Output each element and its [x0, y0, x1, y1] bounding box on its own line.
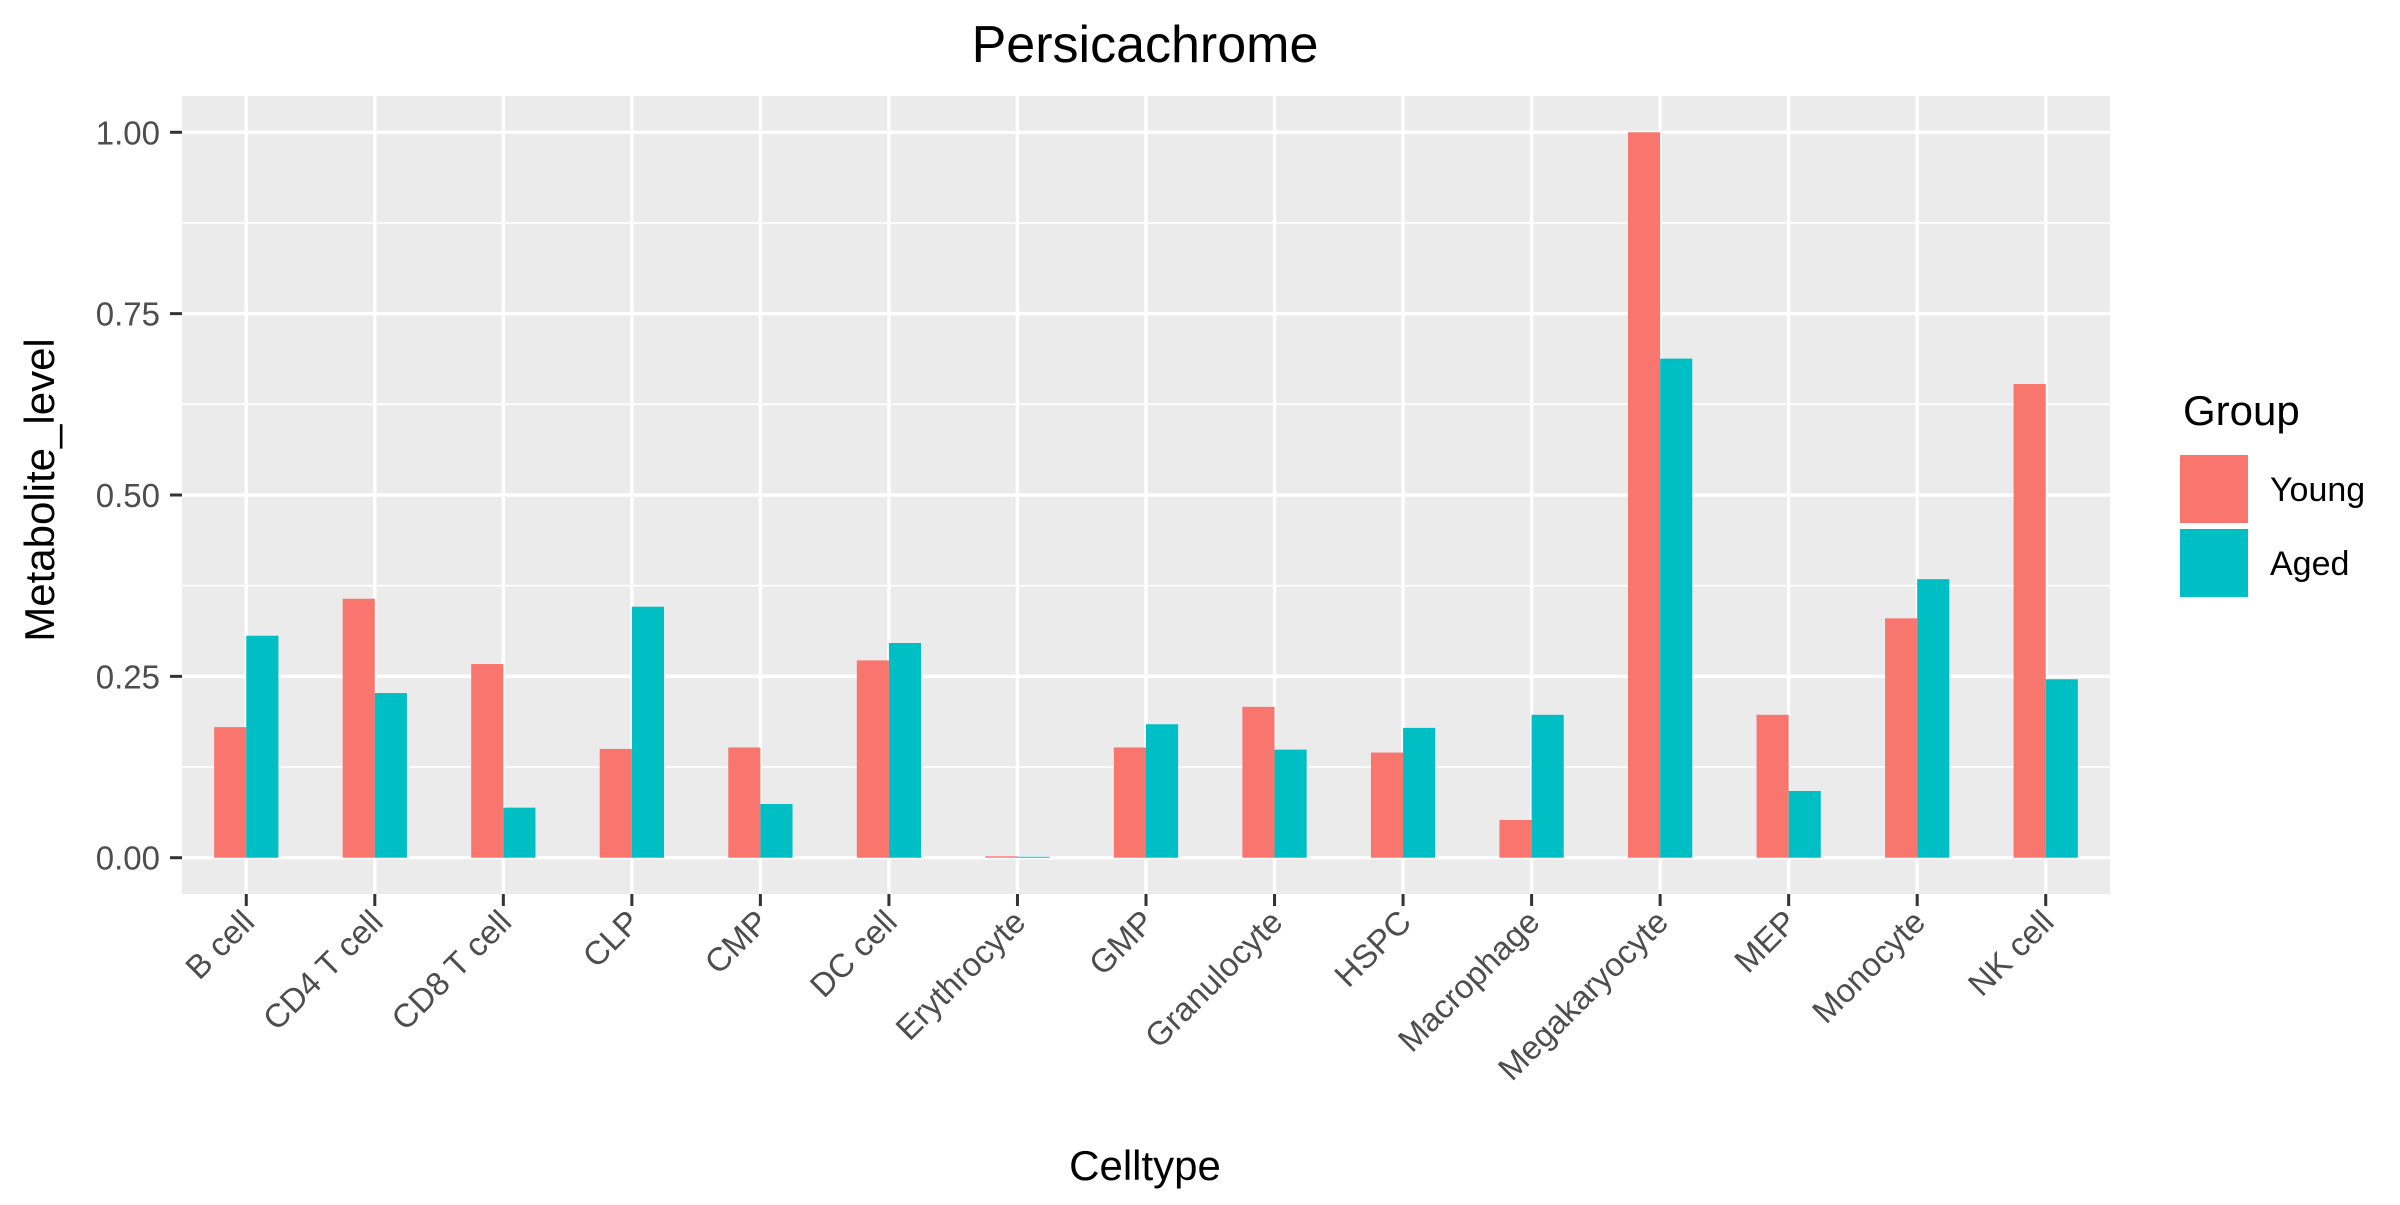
bar-young-cd8-t-cell	[471, 664, 504, 858]
legend-key-young	[2180, 455, 2248, 523]
y-tick-label: 1.00	[96, 114, 160, 151]
bar-aged-erythrocyte	[1017, 856, 1050, 858]
x-tick-label: CD8 T cell	[384, 903, 518, 1037]
x-tick-label: Monocyte	[1805, 903, 1932, 1030]
bar-aged-cd8-t-cell	[503, 807, 536, 858]
bar-aged-granulocyte	[1274, 749, 1307, 858]
bar-aged-cd4-t-cell	[374, 693, 407, 858]
bar-young-mep	[1756, 714, 1789, 858]
bar-young-hspc	[1370, 752, 1404, 858]
bar-young-dc-cell	[856, 660, 889, 858]
bar-aged-hspc	[1403, 727, 1436, 858]
x-tick-label: Granulocyte	[1137, 903, 1289, 1055]
bar-aged-monocyte	[1917, 579, 1950, 858]
chart-title: Persicachrome	[972, 16, 1319, 74]
bar-young-clp	[599, 748, 632, 858]
bar-young-nk-cell	[2013, 384, 2046, 858]
bar-aged-megakaryocyte	[1660, 358, 1693, 858]
legend-title: Group	[2183, 387, 2300, 434]
bar-young-monocyte	[1885, 618, 1918, 858]
bar-young-cd4-t-cell	[342, 598, 375, 858]
x-tick-label: Erythrocyte	[888, 903, 1032, 1047]
bar-young-megakaryocyte	[1628, 132, 1661, 858]
legend-label-aged: Aged	[2270, 545, 2349, 583]
x-tick-label: MEP	[1727, 903, 1804, 980]
x-tick-label: CMP	[697, 903, 775, 981]
bar-young-granulocyte	[1242, 706, 1275, 858]
y-tick-label: 0.00	[96, 840, 160, 877]
x-tick-label: GMP	[1082, 903, 1161, 982]
y-axis-title: Metabolite_level	[16, 338, 63, 642]
legend: Group Young Aged	[2180, 387, 2365, 597]
bar-aged-macrophage	[1531, 714, 1564, 858]
x-tick-label: B cell	[178, 903, 261, 986]
y-tick-label: 0.75	[96, 296, 160, 333]
bars	[214, 132, 2078, 858]
bar-aged-dc-cell	[888, 642, 922, 858]
bar-aged-b-cell	[246, 635, 279, 858]
x-axis-title: Celltype	[1069, 1142, 1221, 1189]
legend-label-young: Young	[2270, 471, 2365, 509]
legend-key-aged	[2180, 529, 2248, 597]
bar-aged-clp	[631, 606, 664, 858]
bar-aged-cmp	[760, 804, 793, 858]
x-tick-label: DC cell	[803, 903, 904, 1004]
bar-young-macrophage	[1499, 820, 1532, 858]
x-tick-label: CLP	[575, 903, 647, 975]
bar-young-cmp	[728, 747, 761, 858]
x-tick-label: NK cell	[1961, 903, 2061, 1003]
bar-aged-mep	[1788, 790, 1821, 858]
y-tick-label: 0.25	[96, 658, 160, 695]
x-tick-label: HSPC	[1327, 903, 1418, 994]
bar-young-b-cell	[214, 727, 247, 858]
bar-young-gmp	[1113, 747, 1146, 858]
y-tick-label: 0.50	[96, 477, 160, 514]
bar-aged-gmp	[1146, 724, 1179, 858]
bar-young-erythrocyte	[985, 856, 1018, 858]
y-axis: 0.00 0.25 0.50 0.75 1.00	[96, 114, 182, 877]
bar-aged-nk-cell	[2045, 679, 2078, 858]
x-tick-label: CD4 T cell	[256, 903, 390, 1037]
